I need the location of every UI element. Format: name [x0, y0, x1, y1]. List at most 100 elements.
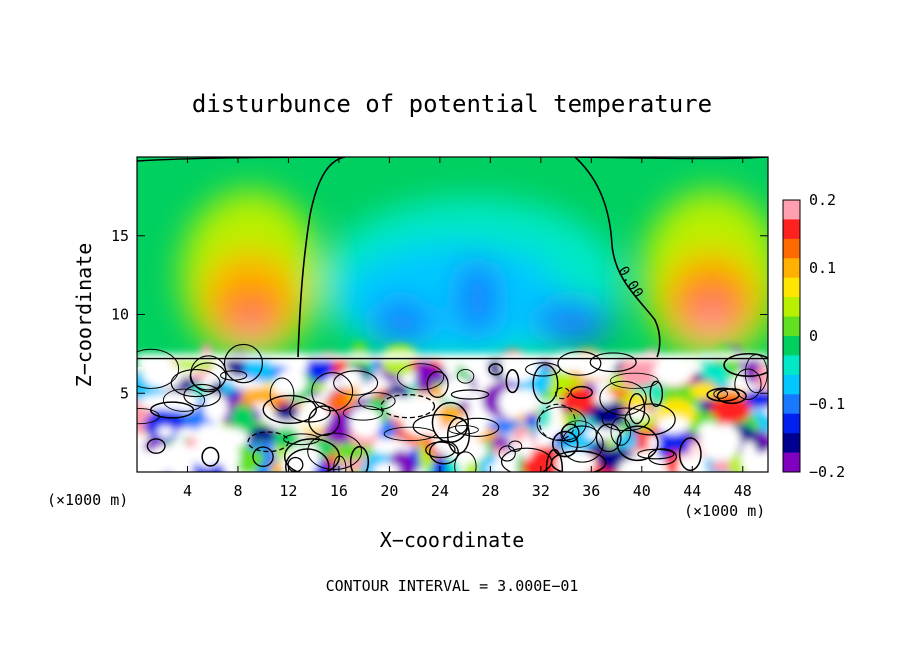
field-region-white [514, 388, 539, 414]
x-unit-left: (×1000 m) [47, 491, 128, 509]
upper-field [180, 190, 768, 368]
field-region-white [301, 443, 320, 472]
colorbar-tick-label: 0 [809, 327, 818, 345]
contour-line [589, 352, 637, 373]
contour-line [358, 392, 396, 411]
field-region [415, 359, 435, 393]
contour-line [412, 414, 468, 439]
contour-line [456, 368, 475, 384]
contour-line [311, 371, 354, 412]
x-tick-label: 44 [683, 482, 701, 500]
field-region-white [271, 378, 299, 396]
contour-line [488, 363, 504, 376]
contour-line [383, 426, 437, 442]
field-region [690, 381, 717, 400]
contour-line [333, 370, 379, 396]
contour-line [570, 385, 593, 399]
field-region-white [451, 438, 488, 463]
contour-line [454, 451, 477, 472]
contours [137, 157, 768, 472]
contour-line [744, 354, 768, 394]
colorbar-segment [783, 355, 800, 376]
contour-line [716, 388, 747, 405]
colorbar-segment [783, 452, 800, 473]
field-region [590, 399, 628, 429]
field-region-white [175, 427, 199, 438]
interface-layer [137, 353, 768, 360]
field-region-white [386, 395, 406, 419]
contour-line [734, 368, 762, 401]
field-region-white [677, 453, 691, 472]
contour-line [425, 441, 456, 459]
contour-line [380, 394, 436, 419]
contour-line [538, 403, 576, 441]
field-region [236, 315, 265, 336]
zero-contour-line [574, 157, 661, 358]
lower-field [137, 341, 768, 472]
contour-line [678, 437, 702, 472]
contour-line [723, 352, 768, 377]
contour-line [713, 389, 729, 399]
contour-line [610, 372, 659, 389]
contour-line [505, 368, 520, 394]
zero-contour-line [297, 157, 346, 358]
field-region-white [679, 360, 702, 374]
contour-line [628, 392, 646, 425]
contour-line [146, 438, 166, 454]
x-tick-label: 8 [233, 482, 242, 500]
contour-line [450, 389, 490, 400]
field-region [380, 344, 420, 376]
contour-line [616, 425, 659, 462]
field-region-white [713, 430, 736, 461]
x-unit-right: (×1000 m) [684, 502, 765, 520]
contour-interval: CONTOUR INTERVAL = 3.000E−01 [326, 577, 579, 595]
contour-line [349, 445, 370, 472]
contour-line [624, 403, 676, 436]
colorbar-segment [783, 219, 800, 240]
x-tick-label: 48 [734, 482, 752, 500]
contour-line [170, 368, 221, 398]
contour-line [431, 401, 469, 443]
field-region [172, 359, 216, 371]
x-tick-label: 12 [279, 482, 297, 500]
y-axis: 5 10 15 [111, 227, 768, 402]
field-region-white [219, 441, 240, 472]
contour-line [647, 448, 677, 466]
field-region-white [468, 391, 483, 425]
field-region [534, 300, 611, 345]
colorbar-segment [783, 374, 800, 395]
colorbar-tick-label: 0.1 [809, 259, 836, 277]
colorbar-segment [783, 433, 800, 454]
contour-line [525, 362, 561, 377]
colorbar-tick-label: −0.2 [809, 463, 845, 481]
contour-line [561, 425, 604, 463]
colorbar-segment [783, 316, 800, 337]
field-region-white [372, 462, 400, 472]
contour-line [557, 351, 602, 376]
contour-line [561, 423, 580, 443]
contour-line [223, 343, 264, 384]
y-tick-label: 10 [111, 306, 129, 324]
contour-line [426, 370, 449, 398]
contour-line [189, 362, 227, 391]
contour-line [448, 425, 479, 435]
field-region-white [618, 457, 652, 472]
field-region [372, 300, 433, 345]
colorbar-segment [783, 336, 800, 356]
colorbar-segment [783, 238, 800, 259]
field-region-white [520, 434, 533, 460]
contour-line [342, 405, 384, 421]
field-region-white [349, 406, 382, 438]
y-axis-label: Z−coordinate [72, 243, 96, 388]
field-region [655, 424, 690, 463]
contour-line [610, 417, 632, 446]
colorbar-segment [783, 258, 800, 279]
x-tick-label: 36 [582, 482, 600, 500]
x-tick-label: 28 [481, 482, 499, 500]
contour-line [555, 387, 570, 400]
contour-line [283, 433, 320, 446]
field-region [302, 353, 334, 383]
contour-line [201, 446, 220, 467]
field-region [706, 365, 730, 384]
